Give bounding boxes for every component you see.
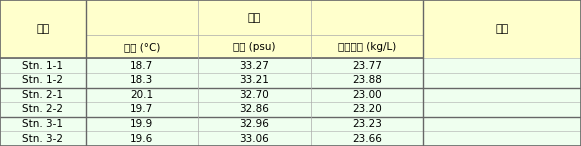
- Bar: [423, 73, 581, 88]
- Text: 항목: 항목: [248, 13, 261, 22]
- Text: 20.1: 20.1: [130, 90, 153, 100]
- Text: 19.6: 19.6: [130, 134, 153, 144]
- Text: Stn. 3-1: Stn. 3-1: [23, 119, 63, 129]
- Bar: [423, 58, 581, 73]
- Text: 32.96: 32.96: [239, 119, 269, 129]
- Text: Stn. 2-2: Stn. 2-2: [23, 105, 63, 114]
- Bar: [311, 102, 423, 117]
- Bar: [198, 88, 311, 102]
- Bar: [0, 0, 86, 58]
- Text: 정점: 정점: [37, 24, 49, 34]
- Bar: [0, 73, 86, 88]
- Bar: [311, 117, 423, 131]
- Text: 33.06: 33.06: [239, 134, 269, 144]
- Bar: [86, 0, 423, 35]
- Bar: [0, 58, 86, 73]
- Bar: [311, 88, 423, 102]
- Text: Stn. 1-1: Stn. 1-1: [23, 61, 63, 71]
- Bar: [86, 73, 198, 88]
- Bar: [86, 102, 198, 117]
- Text: 비고: 비고: [496, 24, 508, 34]
- Bar: [198, 73, 311, 88]
- Text: Stn. 1-2: Stn. 1-2: [23, 75, 63, 85]
- Bar: [423, 131, 581, 146]
- Text: 23.23: 23.23: [352, 119, 382, 129]
- Bar: [423, 88, 581, 102]
- Bar: [198, 102, 311, 117]
- Bar: [0, 88, 86, 102]
- Text: 염분 (psu): 염분 (psu): [233, 42, 275, 52]
- Bar: [86, 58, 198, 73]
- Text: 32.70: 32.70: [239, 90, 269, 100]
- Text: 23.77: 23.77: [352, 61, 382, 71]
- Bar: [86, 131, 198, 146]
- Bar: [423, 102, 581, 117]
- Bar: [311, 58, 423, 73]
- Bar: [198, 35, 311, 58]
- Bar: [0, 117, 86, 131]
- Bar: [198, 58, 311, 73]
- Bar: [86, 35, 198, 58]
- Bar: [311, 73, 423, 88]
- Text: 23.20: 23.20: [352, 105, 382, 114]
- Text: 19.7: 19.7: [130, 105, 153, 114]
- Bar: [198, 117, 311, 131]
- Text: 현장밀도 (kg/L): 현장밀도 (kg/L): [338, 42, 396, 52]
- Text: 수온 (°C): 수온 (°C): [124, 42, 160, 52]
- Text: 33.27: 33.27: [239, 61, 269, 71]
- Text: 33.21: 33.21: [239, 75, 269, 85]
- Text: Stn. 3-2: Stn. 3-2: [23, 134, 63, 144]
- Bar: [0, 131, 86, 146]
- Bar: [86, 88, 198, 102]
- Text: Stn. 2-1: Stn. 2-1: [23, 90, 63, 100]
- Text: 23.88: 23.88: [352, 75, 382, 85]
- Text: 19.9: 19.9: [130, 119, 153, 129]
- Text: 23.00: 23.00: [352, 90, 382, 100]
- Bar: [423, 117, 581, 131]
- Bar: [198, 131, 311, 146]
- Bar: [423, 0, 581, 58]
- Bar: [0, 102, 86, 117]
- Bar: [311, 35, 423, 58]
- Bar: [311, 131, 423, 146]
- Text: 32.86: 32.86: [239, 105, 269, 114]
- Text: 18.3: 18.3: [130, 75, 153, 85]
- Bar: [86, 117, 198, 131]
- Text: 23.66: 23.66: [352, 134, 382, 144]
- Text: 18.7: 18.7: [130, 61, 153, 71]
